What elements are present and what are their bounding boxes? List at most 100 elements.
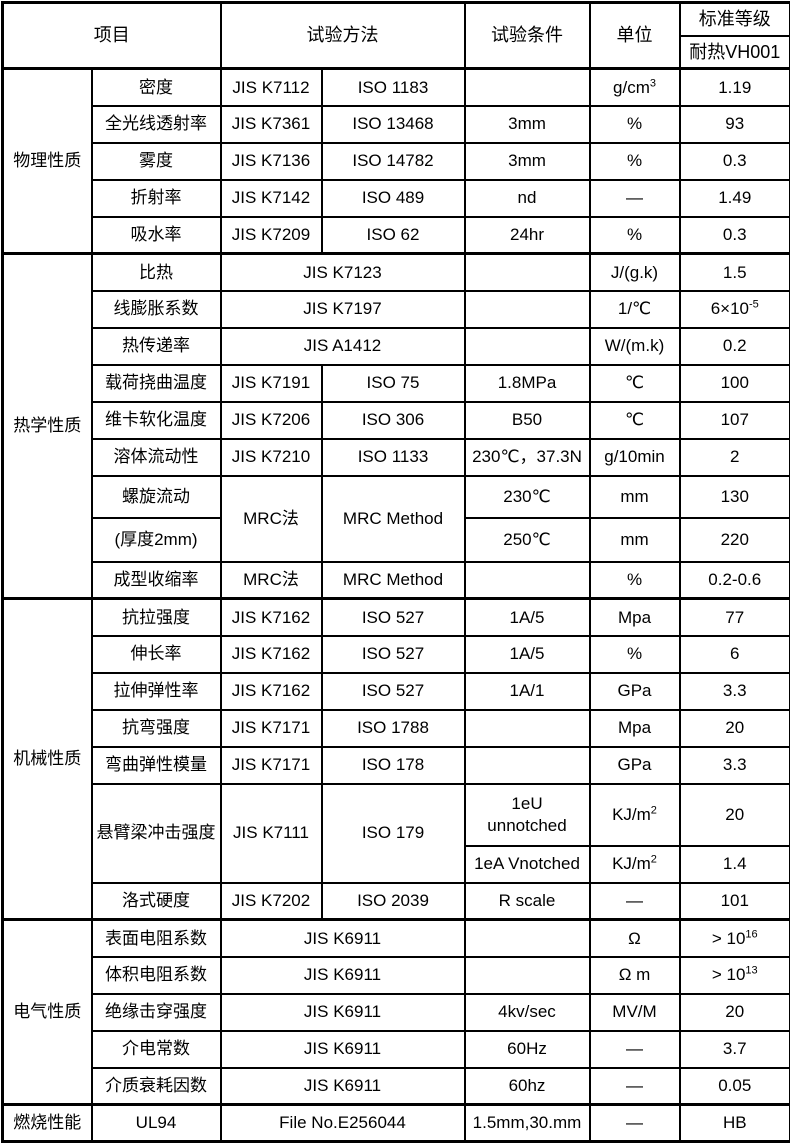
value-cell: 220	[680, 518, 790, 562]
iso-method-cell: ISO 14782	[322, 143, 465, 180]
condition-cell: 230℃	[465, 476, 590, 518]
method-cell: JIS K6911	[221, 920, 465, 957]
unit-cell: KJ/m2	[590, 784, 680, 846]
unit-cell: ℃	[590, 365, 680, 402]
iso-method-cell: MRC Method	[322, 476, 465, 562]
value-cell: 107	[680, 402, 790, 439]
value-cell: 0.2-0.6	[680, 562, 790, 599]
unit-cell: mm	[590, 518, 680, 562]
unit-cell: —	[590, 180, 680, 217]
iso-method-cell: ISO 1183	[322, 69, 465, 106]
property-cell: 抗拉强度	[92, 599, 221, 636]
unit-cell: W/(m.k)	[590, 328, 680, 365]
property-cell: 表面电阻系数	[92, 920, 221, 957]
table-row: 热学性质 比热 JIS K7123 J/(g.k) 1.5	[3, 254, 790, 291]
condition-cell	[465, 69, 590, 106]
value-cell: 3.3	[680, 673, 790, 710]
method-cell: JIS K6911	[221, 957, 465, 994]
unit-cell: %	[590, 217, 680, 254]
table-row: 电气性质 表面电阻系数 JIS K6911 Ω > 1016	[3, 920, 790, 957]
property-cell: 体积电阻系数	[92, 957, 221, 994]
property-cell: 热传递率	[92, 328, 221, 365]
table-row: 介电常数 JIS K6911 60Hz — 3.7	[3, 1031, 790, 1068]
table-row: 线膨胀系数 JIS K7197 1/℃ 6×10-5	[3, 291, 790, 328]
iso-method-cell: ISO 527	[322, 673, 465, 710]
unit-cell: %	[590, 636, 680, 673]
condition-cell: 1eU unnotched	[465, 784, 590, 846]
section-electrical: 电气性质	[3, 920, 92, 1105]
iso-method-cell: ISO 527	[322, 636, 465, 673]
value-cell: 3.3	[680, 747, 790, 784]
iso-method-cell: ISO 13468	[322, 106, 465, 143]
table-row: 洛式硬度 JIS K7202 ISO 2039 R scale — 101	[3, 883, 790, 920]
property-cell: UL94	[92, 1105, 221, 1142]
condition-cell: 230℃，37.3N	[465, 439, 590, 476]
property-cell: 雾度	[92, 143, 221, 180]
value-cell: 1.5	[680, 254, 790, 291]
iso-method-cell: ISO 2039	[322, 883, 465, 920]
property-cell: 介电常数	[92, 1031, 221, 1068]
condition-cell: 60Hz	[465, 1031, 590, 1068]
iso-method-cell: ISO 1133	[322, 439, 465, 476]
iso-method-cell: ISO 489	[322, 180, 465, 217]
condition-cell	[465, 328, 590, 365]
value-cell: 20	[680, 710, 790, 747]
iso-method-cell: ISO 75	[322, 365, 465, 402]
jis-method-cell: JIS K7171	[221, 747, 322, 784]
condition-cell: 250℃	[465, 518, 590, 562]
unit-cell: —	[590, 1068, 680, 1105]
property-cell: (厚度2mm)	[92, 518, 221, 562]
iso-method-cell: ISO 1788	[322, 710, 465, 747]
jis-method-cell: JIS K7136	[221, 143, 322, 180]
value-cell: 3.7	[680, 1031, 790, 1068]
jis-method-cell: JIS K7162	[221, 599, 322, 636]
header-row-1: 项目 试验方法 试验条件 单位 标准等级	[3, 3, 790, 36]
condition-cell: 1eA Vnotched	[465, 846, 590, 883]
iso-method-cell: ISO 178	[322, 747, 465, 784]
condition-cell: 1A/1	[465, 673, 590, 710]
condition-cell	[465, 562, 590, 599]
property-cell: 绝缘击穿强度	[92, 994, 221, 1031]
condition-cell: 1A/5	[465, 599, 590, 636]
value-cell: 6	[680, 636, 790, 673]
method-cell: JIS K6911	[221, 994, 465, 1031]
property-cell: 密度	[92, 69, 221, 106]
property-cell: 线膨胀系数	[92, 291, 221, 328]
value-cell: 0.3	[680, 217, 790, 254]
jis-method-cell: MRC法	[221, 562, 322, 599]
table-row: 悬臂梁冲击强度 JIS K7111 ISO 179 1eU unnotched …	[3, 784, 790, 846]
table-row: 拉伸弹性率 JIS K7162 ISO 527 1A/1 GPa 3.3	[3, 673, 790, 710]
condition-cell: 3mm	[465, 143, 590, 180]
unit-cell: ℃	[590, 402, 680, 439]
jis-method-cell: JIS K7209	[221, 217, 322, 254]
unit-cell: 1/℃	[590, 291, 680, 328]
table-row: 雾度 JIS K7136 ISO 14782 3mm % 0.3	[3, 143, 790, 180]
value-cell: 77	[680, 599, 790, 636]
value-cell: 101	[680, 883, 790, 920]
header-test-condition: 试验条件	[465, 3, 590, 69]
value-cell: > 1016	[680, 920, 790, 957]
table-row: 燃烧性能 UL94 File No.E256044 1.5mm,30.mm — …	[3, 1105, 790, 1142]
table-row: 机械性质 抗拉强度 JIS K7162 ISO 527 1A/5 Mpa 77	[3, 599, 790, 636]
property-cell: 伸长率	[92, 636, 221, 673]
table-row: 绝缘击穿强度 JIS K6911 4kv/sec MV/M 20	[3, 994, 790, 1031]
unit-cell: %	[590, 106, 680, 143]
jis-method-cell: JIS K7202	[221, 883, 322, 920]
condition-cell: 4kv/sec	[465, 994, 590, 1031]
jis-method-cell: JIS K7111	[221, 784, 322, 883]
condition-cell: 60hz	[465, 1068, 590, 1105]
iso-method-cell: MRC Method	[322, 562, 465, 599]
table-row: 吸水率 JIS K7209 ISO 62 24hr % 0.3	[3, 217, 790, 254]
header-test-method: 试验方法	[221, 3, 465, 69]
table-row: 伸长率 JIS K7162 ISO 527 1A/5 % 6	[3, 636, 790, 673]
value-cell: 0.2	[680, 328, 790, 365]
jis-method-cell: JIS K7171	[221, 710, 322, 747]
method-cell: JIS K7197	[221, 291, 465, 328]
jis-method-cell: JIS K7361	[221, 106, 322, 143]
property-cell: 弯曲弹性模量	[92, 747, 221, 784]
value-cell: 20	[680, 994, 790, 1031]
iso-method-cell: ISO 179	[322, 784, 465, 883]
value-cell: 0.05	[680, 1068, 790, 1105]
header-standard-grade: 标准等级	[680, 3, 790, 36]
